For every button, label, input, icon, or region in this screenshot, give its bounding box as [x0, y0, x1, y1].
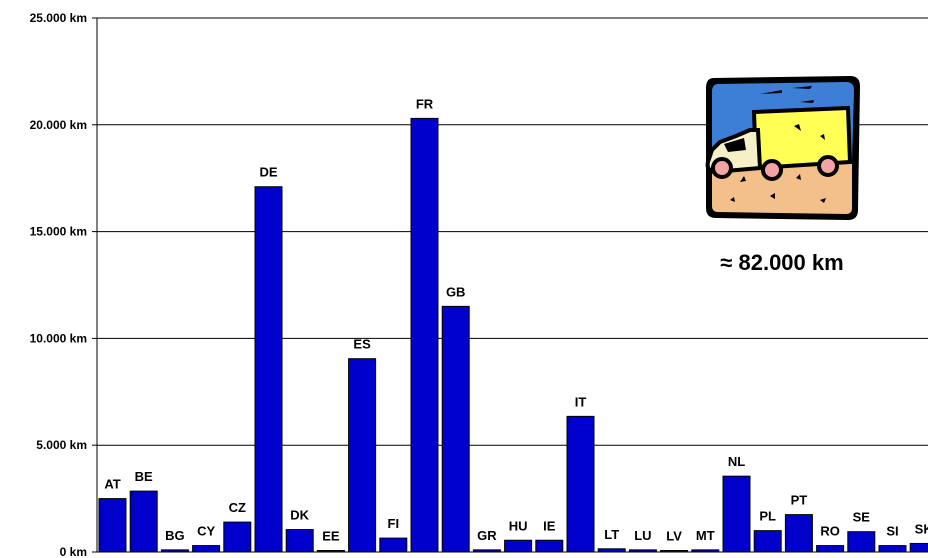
y-tick-label: 20.000 km [30, 118, 87, 132]
y-tick-label: 0 km [60, 545, 87, 558]
bar-dk [285, 529, 314, 553]
bar-label-gr: GR [477, 528, 497, 543]
y-tick-label: 15.000 km [30, 225, 87, 239]
bar-label-lv: LV [666, 529, 682, 544]
bar-pl [753, 530, 782, 553]
bar-label-pl: PL [759, 509, 776, 524]
bar-it [566, 415, 595, 553]
chart-bars [98, 117, 928, 553]
bar-label-dk: DK [290, 508, 309, 523]
bar-label-es: ES [353, 337, 371, 352]
bar-se [847, 531, 876, 553]
bar-fi [379, 537, 408, 553]
bar-label-nl: NL [728, 454, 745, 469]
bar-label-lu: LU [634, 528, 651, 543]
bar-es [348, 358, 377, 553]
bar-sk [909, 542, 928, 553]
bar-ie [535, 539, 564, 553]
bar-label-cz: CZ [229, 500, 246, 515]
bar-label-si: SI [886, 524, 898, 539]
bar-label-pt: PT [791, 493, 808, 508]
bar-si [878, 545, 907, 553]
bar-label-gb: GB [446, 284, 466, 299]
bar-label-de: DE [259, 165, 277, 180]
bar-label-be: BE [135, 469, 153, 484]
bar-gb [441, 305, 470, 553]
bar-label-se: SE [853, 510, 871, 525]
bar-labels: AT BE BG CY CZ DE DK EE ES FI FR GB GR HU IE IT LT LU LV MT… [104, 96, 928, 543]
bar-be [129, 490, 158, 553]
bar-label-bg: BG [165, 528, 185, 543]
bar-hu [504, 539, 533, 553]
bar-label-mt: MT [696, 528, 715, 543]
bar-label-sk: SK [915, 521, 928, 536]
bar-label-fr: FR [416, 96, 434, 111]
bar-cy [192, 545, 221, 553]
y-axis-ticks: 0 km 5.000 km 10.000 km 15.000 km 20.000 km 2… [30, 11, 97, 558]
bar-label-fi: FI [388, 516, 400, 531]
bar-nl [722, 475, 751, 553]
bar-label-cy: CY [197, 524, 215, 539]
bar-label-ee: EE [322, 529, 340, 544]
bar-at [98, 498, 127, 553]
y-tick-label: 25.000 km [30, 11, 87, 25]
delivery-truck-icon [705, 76, 860, 220]
bar-label-ro: RO [820, 524, 840, 539]
y-tick-label: 10.000 km [30, 331, 87, 345]
bar-label-lt: LT [604, 527, 619, 542]
bar-fr [410, 117, 439, 553]
bar-label-hu: HU [509, 518, 528, 533]
bar-label-ie: IE [543, 518, 556, 533]
bar-pt [784, 514, 813, 553]
bar-cz [223, 521, 252, 553]
bar-label-at: AT [104, 477, 120, 492]
total-distance-annotation: ≈ 82.000 km [720, 250, 843, 275]
bar-de [254, 186, 283, 553]
bar-label-it: IT [575, 394, 587, 409]
bar-ro [816, 545, 845, 553]
y-tick-label: 5.000 km [36, 438, 87, 452]
